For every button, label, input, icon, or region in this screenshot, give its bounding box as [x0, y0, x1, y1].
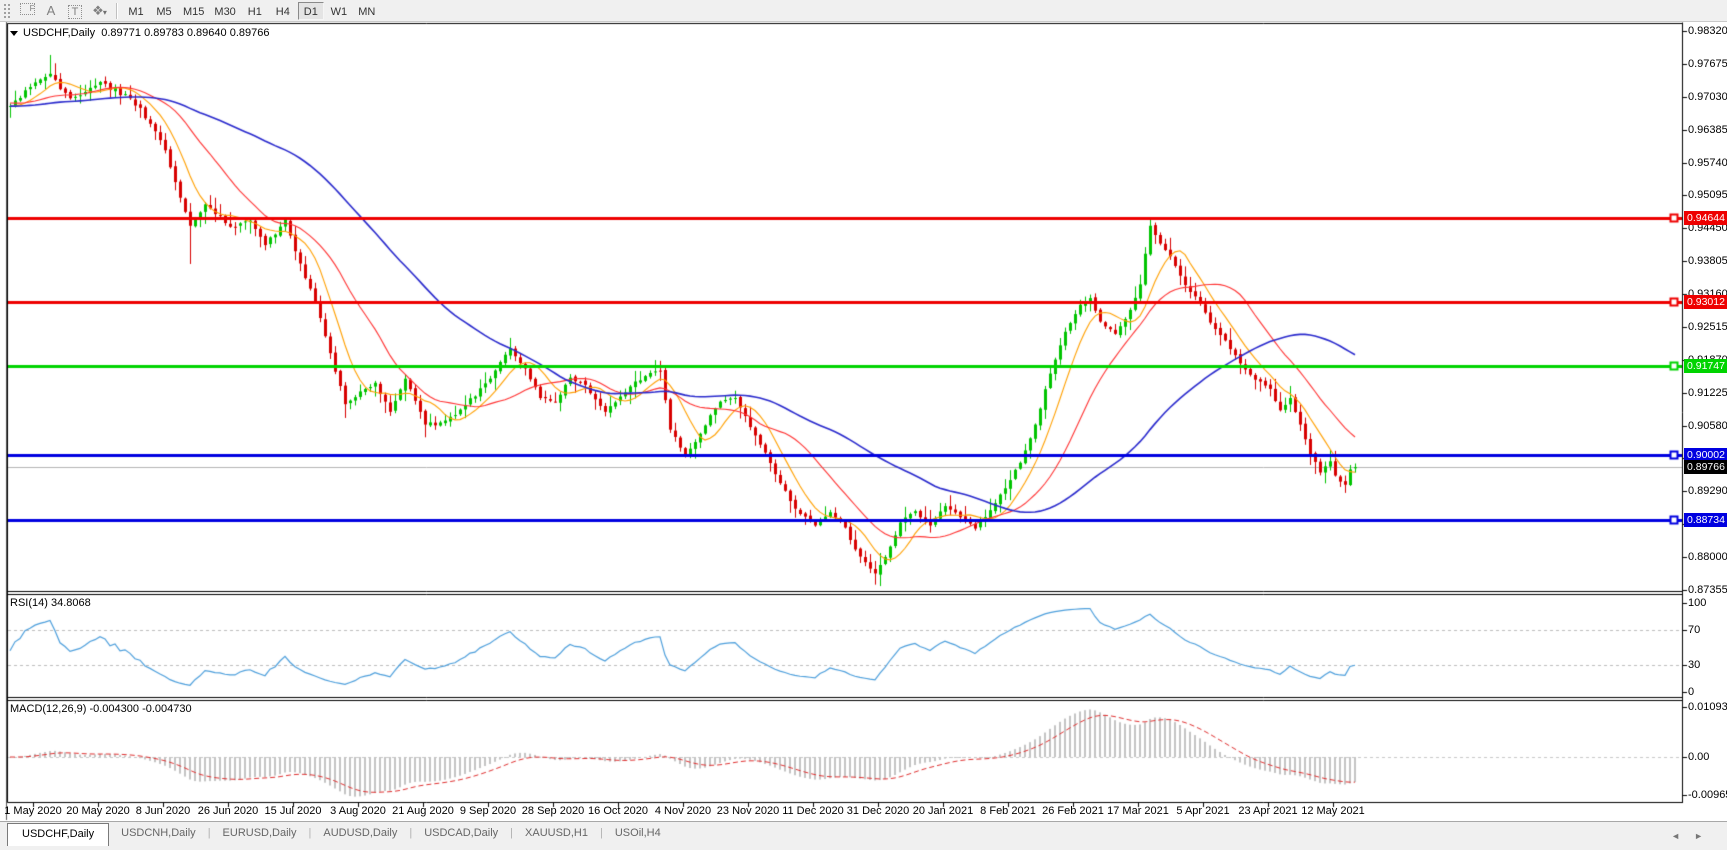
date-axis-label: 23 Nov 2020: [716, 805, 780, 817]
chart-ohlc-readout: 0.89771 0.89783 0.89640 0.89766: [101, 27, 270, 39]
timeframe-button-H4[interactable]: H4: [275, 5, 290, 18]
chart-tab-EURUSDDaily[interactable]: EURUSD,Daily: [222, 827, 297, 839]
date-axis-label: 5 Apr 2021: [1176, 805, 1230, 817]
chart-tab-bar: USDCHF,Daily USDCNH,Daily | EURUSD,Daily | AU…: [0, 821, 1727, 850]
chart-tab-AUDUSDDaily[interactable]: AUDUSD,Daily: [323, 827, 398, 839]
date-axis-label: 31 Dec 2020: [846, 805, 910, 817]
date-axis-label: 4 Nov 2020: [654, 805, 712, 817]
fibonacci-icon[interactable]: F: [15, 2, 39, 20]
macd-axis-label: 0.00: [1688, 751, 1710, 763]
price-axis-label: 0.97675: [1688, 57, 1727, 70]
rsi-axis-label: 70: [1688, 623, 1701, 636]
price-axis-label: 0.95740: [1688, 156, 1727, 169]
toolbar: F A T ❖▾ M1 M5 M15 M30 H1 H4 D1 W1 MN: [0, 0, 1727, 22]
price-axis-label: 0.89290: [1688, 485, 1727, 498]
chart-tab-XAUUSDH1[interactable]: XAUUSD,H1: [525, 827, 588, 839]
price-line-badge: 0.88734: [1684, 512, 1727, 527]
date-axis-label: 11 Dec 2020: [782, 805, 844, 817]
tab-separator: |: [600, 827, 603, 839]
rsi-axis-label: 0: [1688, 686, 1695, 698]
price-axis-label: 0.97030: [1688, 90, 1727, 103]
tab-scroll-arrows: ◄►: [1671, 831, 1717, 841]
text-box-icon[interactable]: T: [63, 2, 87, 20]
current-price-badge: 0.89766: [1684, 460, 1727, 475]
date-axis-label: 17 Mar 2021: [1107, 805, 1169, 817]
macd-axis-label: -0.009653: [1688, 789, 1727, 801]
date-axis-label: 9 Sep 2020: [459, 805, 517, 817]
chart-menu-icon[interactable]: [10, 31, 18, 36]
price-axis-label: 0.87355: [1688, 583, 1727, 596]
tab-scroll-right-icon[interactable]: ►: [1694, 831, 1717, 841]
toolbar-separator: [116, 2, 117, 19]
tab-separator: |: [308, 827, 312, 839]
timeframe-button-D1[interactable]: D1: [297, 1, 324, 20]
chart-title: USDCHF,Daily 0.89771 0.89783 0.89640 0.8…: [10, 27, 269, 39]
date-axis-label: 8 Jun 2020: [135, 805, 191, 817]
date-axis-label: 12 May 2021: [1301, 805, 1365, 817]
price-line-badge: 0.90002: [1684, 448, 1727, 463]
date-axis-label: 20 May 2020: [66, 805, 130, 817]
shapes-dropdown-icon[interactable]: ❖▾: [92, 2, 107, 18]
date-axis-label: 28 Sep 2020: [521, 805, 585, 817]
date-axis-label: 26 Jun 2020: [197, 805, 259, 817]
price-axis-label: 0.92515: [1688, 320, 1727, 333]
chart-tab-USOilH4[interactable]: USOil,H4: [614, 827, 661, 839]
date-axis-label: 26 Feb 2021: [1042, 805, 1104, 817]
timeframe-button-MN[interactable]: MN: [358, 5, 376, 18]
macd-axis-label: 0.010933: [1688, 701, 1727, 713]
chevron-down-icon: ▾: [102, 7, 107, 17]
chart-tab-USDCHFDaily[interactable]: USDCHF,Daily: [7, 823, 110, 846]
timeframe-group: M1 M5 M15 M30 H1 H4 D1 W1 MN: [122, 1, 381, 20]
date-axis-label: 15 Jul 2020: [264, 805, 322, 817]
date-axis-label: 3 Aug 2020: [330, 805, 386, 817]
price-axis-label: 0.88000: [1688, 551, 1727, 564]
price-axis-label: 0.90580: [1688, 419, 1727, 432]
tab-separator: |: [207, 827, 211, 839]
chart-symbol-label: USDCHF,Daily: [23, 27, 96, 39]
text-label-icon[interactable]: A: [46, 2, 56, 18]
rsi-indicator-label: RSI(14) 34.8068: [10, 597, 91, 609]
price-line-badge: 0.94644: [1684, 211, 1727, 226]
chart-tab-USDCADDaily[interactable]: USDCAD,Daily: [424, 827, 499, 839]
tab-scroll-left-icon[interactable]: ◄: [1671, 831, 1695, 841]
price-axis-label: 0.96385: [1688, 123, 1727, 136]
date-axis-label: 23 Apr 2021: [1238, 805, 1298, 817]
date-axis-label: 1 May 2020: [4, 805, 62, 817]
timeframe-button-M1[interactable]: M1: [128, 5, 144, 18]
timeframe-button-W1[interactable]: W1: [330, 5, 348, 18]
price-axis-label: 0.95095: [1688, 189, 1727, 202]
timeframe-button-M15[interactable]: M15: [183, 5, 205, 18]
chart-tab-USDCNHDaily[interactable]: USDCNH,Daily: [121, 827, 196, 839]
timeframe-button-M5[interactable]: M5: [156, 5, 172, 18]
tab-separator: |: [409, 827, 413, 839]
timeframe-button-H1[interactable]: H1: [247, 5, 262, 18]
chart-tabs: USDCHF,Daily USDCNH,Daily | EURUSD,Daily | AU…: [0, 822, 673, 846]
rsi-axis-label: 100: [1688, 597, 1707, 609]
date-axis-label: 20 Jan 2021: [912, 805, 974, 817]
macd-indicator-label: MACD(12,26,9) -0.004300 -0.004730: [10, 703, 192, 715]
date-axis-label: 8 Feb 2021: [980, 805, 1036, 817]
rsi-axis-label: 30: [1688, 659, 1701, 672]
tab-separator: |: [510, 827, 514, 839]
date-axis-label: 21 Aug 2020: [392, 805, 454, 817]
price-line-badge: 0.93012: [1684, 294, 1727, 309]
price-line-badge: 0.91747: [1684, 359, 1727, 374]
timeframe-button-M30[interactable]: M30: [214, 5, 236, 18]
price-axis-label: 0.93805: [1688, 255, 1727, 268]
price-axis-label: 0.98320: [1688, 25, 1727, 37]
toolbar-drag-handle[interactable]: [3, 2, 11, 19]
date-axis-label: 16 Oct 2020: [588, 805, 648, 817]
price-axis-label: 0.91225: [1688, 386, 1727, 399]
